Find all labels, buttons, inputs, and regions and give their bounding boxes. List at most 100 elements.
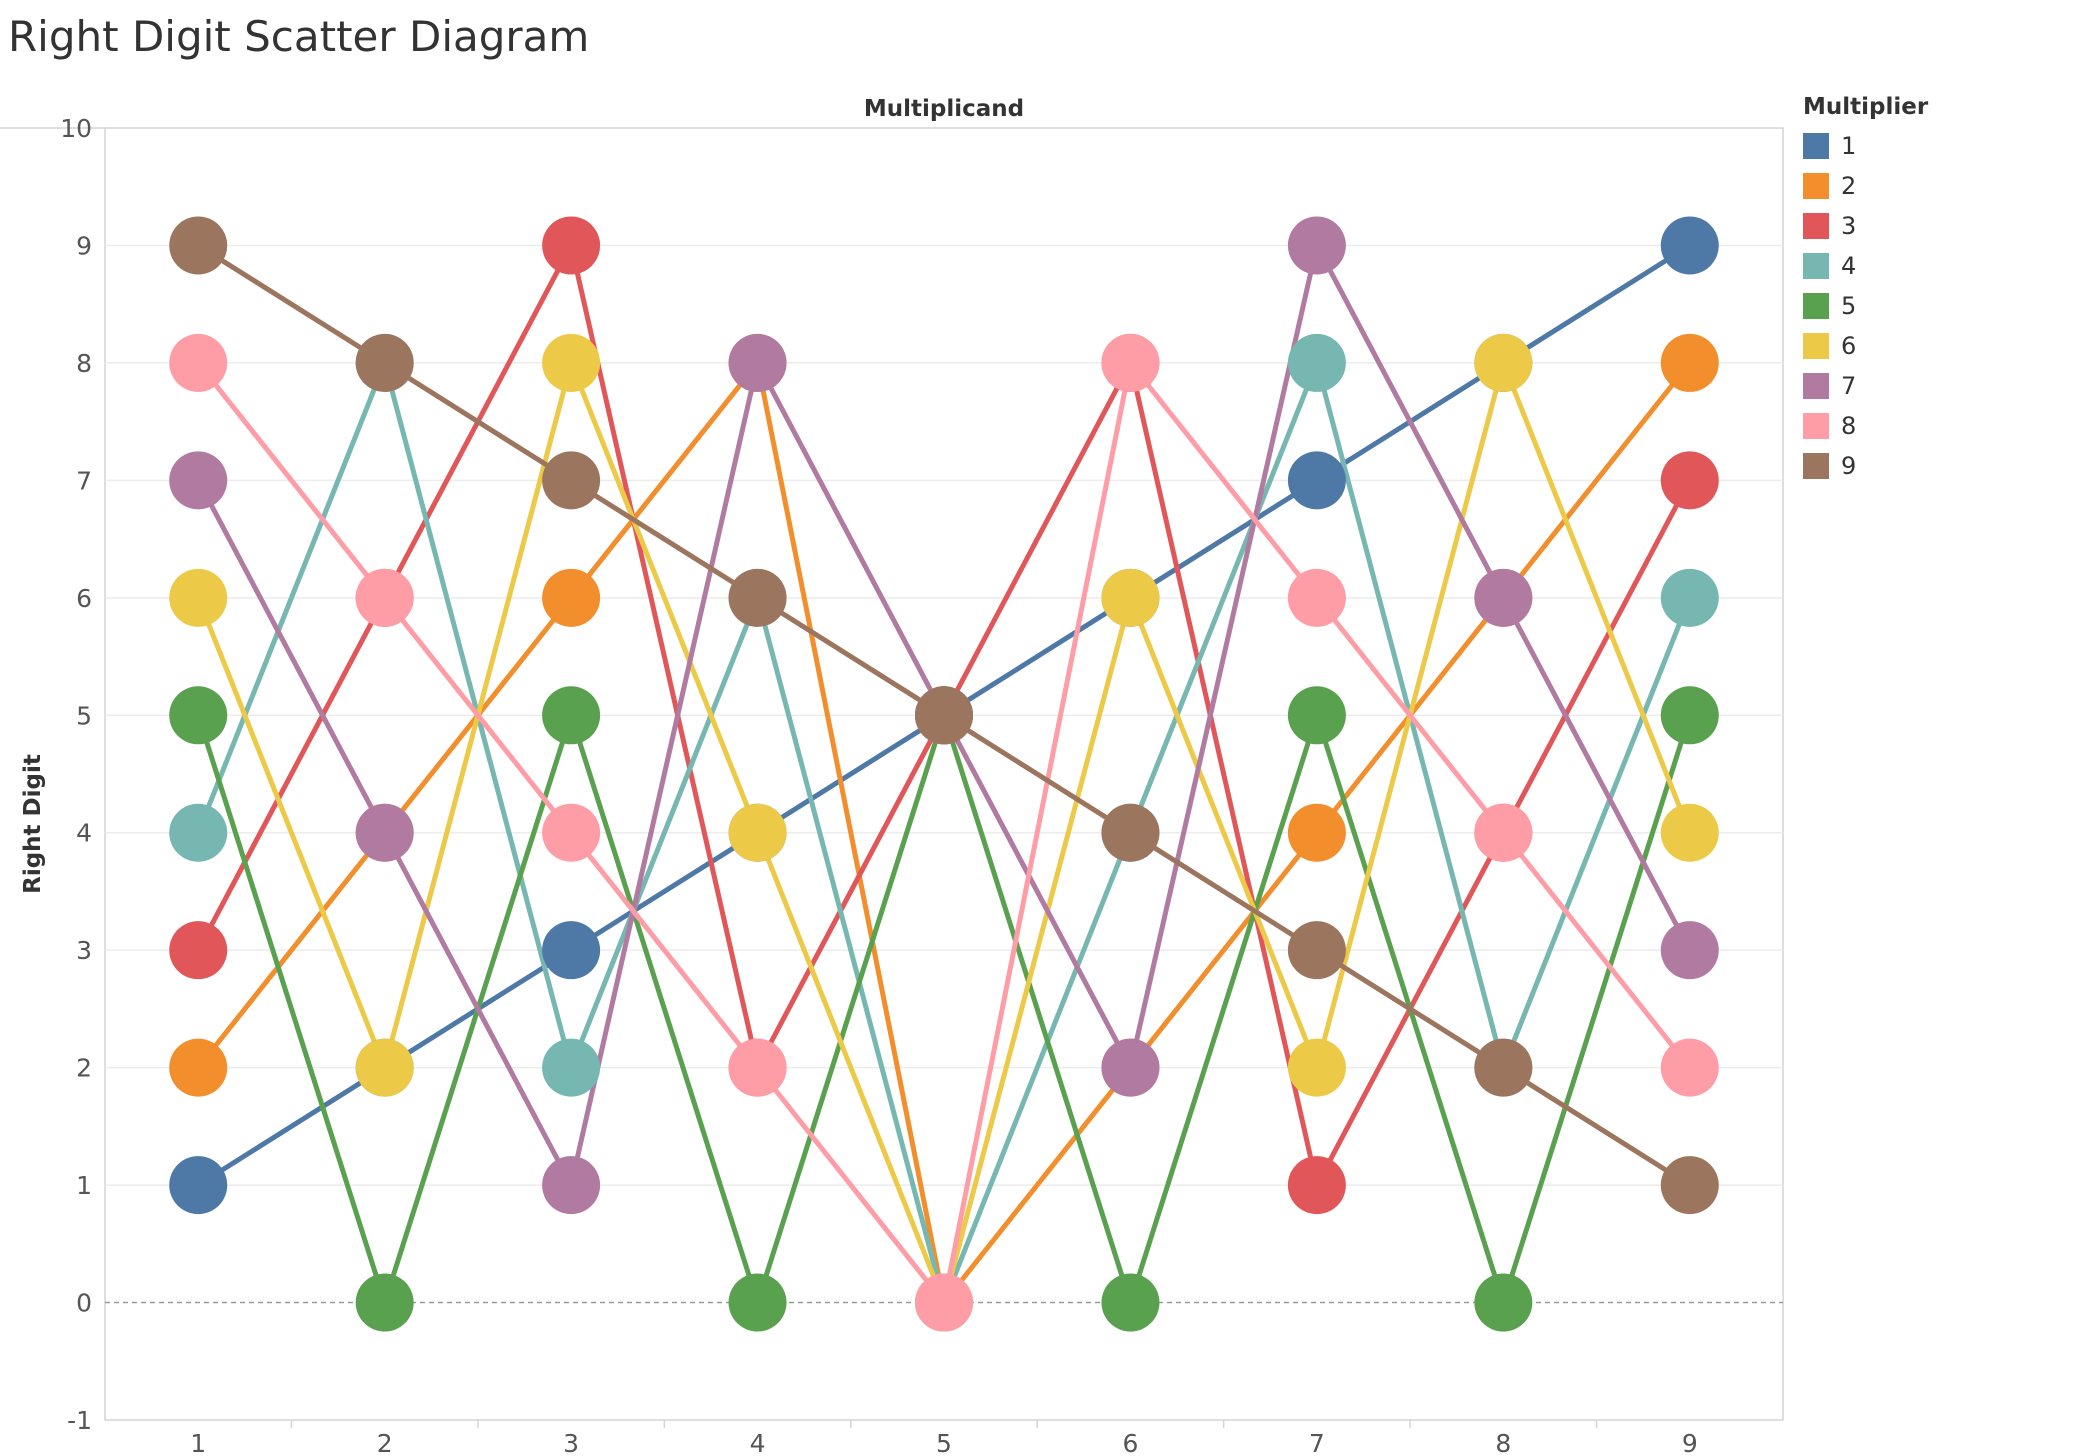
legend-swatch [1803,373,1829,399]
legend-label: 8 [1841,412,1857,440]
legend-label: 2 [1841,172,1857,200]
y-tick-label: 2 [76,1054,92,1083]
legend-label: 1 [1841,132,1857,160]
y-tick-label: 4 [76,819,92,848]
data-point-9 [728,568,787,627]
data-point-5 [1101,1273,1160,1332]
legend-swatch [1803,293,1829,319]
x-tick-label: 6 [1122,1429,1138,1456]
data-point-7 [1660,921,1719,980]
chart-title: Right Digit Scatter Diagram [8,12,590,61]
data-point-6 [355,1038,414,1097]
legend-swatch [1803,453,1829,479]
data-point-4 [1287,333,1346,392]
data-point-1 [169,1156,228,1215]
legend-label: 9 [1841,452,1857,480]
data-point-8 [1474,803,1533,862]
data-point-3 [169,921,228,980]
data-point-5 [1287,686,1346,745]
x-tick-label: 8 [1495,1429,1511,1456]
y-tick-label: 9 [76,231,92,260]
legend-item-3[interactable]: 3 [1803,206,1928,246]
legend-swatch [1803,413,1829,439]
legend-item-7[interactable]: 7 [1803,366,1928,406]
legend-item-9[interactable]: 9 [1803,446,1928,486]
data-point-6 [1101,568,1160,627]
data-point-5 [1660,686,1719,745]
legend-items: 1 2 3 4 5 6 7 8 9 [1803,126,1928,486]
x-tick-label: 3 [563,1429,579,1456]
y-tick-label: 5 [76,701,92,730]
legend-item-2[interactable]: 2 [1803,166,1928,206]
data-point-8 [915,1273,973,1332]
data-point-8 [1101,333,1160,392]
data-point-9 [1474,1038,1533,1097]
data-point-8 [728,1038,787,1097]
legend-swatch [1803,333,1829,359]
data-point-6 [1287,1038,1346,1097]
data-point-2 [542,568,601,627]
legend-swatch [1803,253,1829,279]
legend-swatch [1803,213,1829,239]
data-point-1 [542,921,601,980]
data-point-9 [542,451,601,510]
x-tick-label: 9 [1682,1429,1698,1456]
y-tick-label: 10 [60,114,92,143]
data-point-9 [1660,1156,1719,1215]
y-tick-label: 3 [76,936,92,965]
y-tick-label: -1 [67,1406,92,1435]
data-point-8 [1287,568,1346,627]
x-tick-label: 5 [936,1429,952,1456]
legend-item-8[interactable]: 8 [1803,406,1928,446]
legend-item-4[interactable]: 4 [1803,246,1928,286]
legend-item-5[interactable]: 5 [1803,286,1928,326]
data-point-9 [1287,921,1346,980]
x-tick-label: 2 [377,1429,393,1456]
data-point-7 [1101,1038,1160,1097]
data-point-2 [1660,333,1719,392]
legend-swatch [1803,133,1829,159]
data-point-5 [1474,1273,1533,1332]
data-point-6 [542,333,601,392]
data-point-3 [1287,1156,1346,1215]
data-point-2 [169,1038,228,1097]
data-point-9 [915,686,973,745]
data-point-3 [542,216,601,275]
legend-label: 4 [1841,252,1857,280]
data-point-4 [1660,568,1719,627]
data-point-7 [1474,568,1533,627]
data-point-7 [542,1156,601,1215]
data-point-8 [355,568,414,627]
x-tick-label: 4 [750,1429,766,1456]
data-point-9 [169,216,228,275]
y-axis-title: Right Digit [20,754,46,894]
legend-swatch [1803,173,1829,199]
y-tick-label: 8 [76,349,92,378]
data-point-4 [169,803,228,862]
data-point-5 [355,1273,414,1332]
y-tick-label: 1 [76,1171,92,1200]
legend-label: 5 [1841,292,1857,320]
legend-title: Multiplier [1803,94,1929,120]
data-point-9 [355,333,414,392]
data-point-8 [1660,1038,1719,1097]
data-point-7 [169,451,228,510]
x-axis-ticks: 1 2 3 4 5 6 7 8 9 [190,1429,1697,1456]
data-point-6 [728,803,787,862]
data-point-6 [1474,333,1533,392]
legend-label: 7 [1841,372,1857,400]
data-point-6 [1660,803,1719,862]
legend-item-6[interactable]: 6 [1803,326,1928,366]
series-line-5 [195,707,1693,1311]
legend-item-1[interactable]: 1 [1803,126,1928,166]
data-point-3 [1660,451,1719,510]
legend-label: 3 [1841,212,1857,240]
data-point-6 [169,568,228,627]
data-point-5 [542,686,601,745]
data-point-2 [1287,803,1346,862]
y-tick-label: 6 [76,584,92,613]
data-point-8 [542,803,601,862]
data-point-1 [1287,451,1346,510]
